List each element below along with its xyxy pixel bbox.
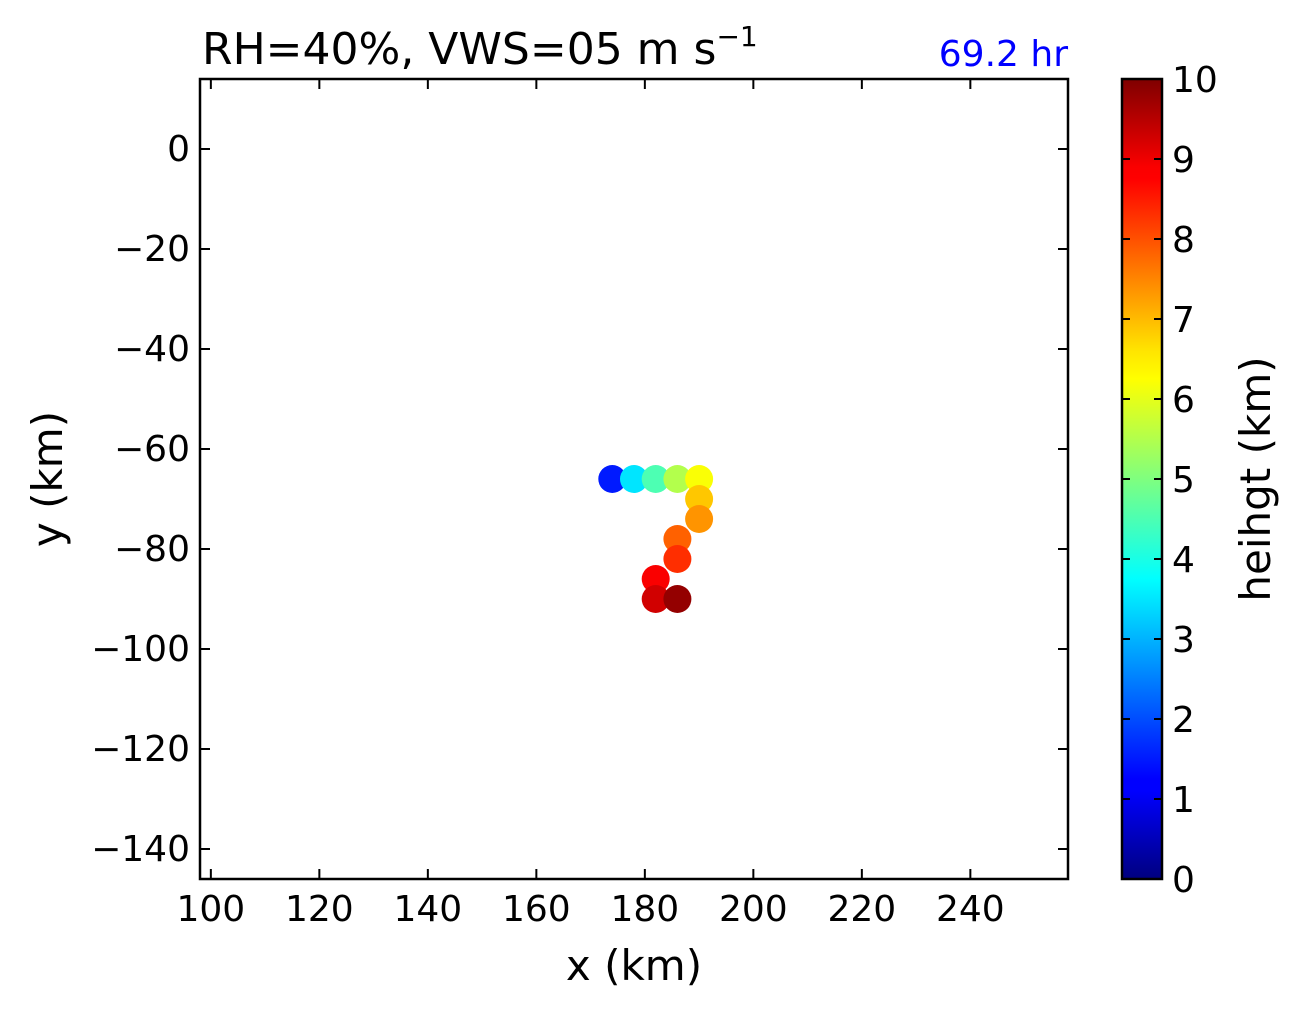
colorbar-label: heihgt (km) <box>1231 356 1280 601</box>
colorbar-tick-label: 8 <box>1172 220 1195 261</box>
time-label: 69.2 hr <box>939 34 1068 75</box>
x-tick-label: 180 <box>610 889 679 930</box>
scatter-point <box>685 505 714 533</box>
scatter-point <box>663 585 692 613</box>
y-tick-label: −100 <box>91 629 190 670</box>
y-tick-label: 0 <box>167 129 190 170</box>
y-tick-label: −140 <box>91 829 190 870</box>
scatter-point <box>641 465 670 493</box>
colorbar-tick-label: 0 <box>1172 860 1195 901</box>
y-tick-label: −120 <box>91 729 190 770</box>
scatter-points <box>598 465 714 613</box>
scatter-point <box>641 585 670 613</box>
y-tick-label: −20 <box>114 229 190 270</box>
x-tick-label: 220 <box>827 889 896 930</box>
colorbar-tick-label: 6 <box>1172 380 1195 421</box>
colorbar-tick-label: 1 <box>1172 780 1195 821</box>
scatter-point <box>598 465 627 493</box>
x-tick-label: 140 <box>393 889 462 930</box>
axis-tick-labels: 100 120 140 160 180 200 220 240 0 −20 −40 −60 −80 −10… <box>91 129 1005 930</box>
scatter-point <box>663 465 692 493</box>
x-tick-label: 240 <box>936 889 1005 930</box>
chart-title-main: RH=40%, VWS=05 m s <box>202 24 716 75</box>
chart-title-exponent: −1 <box>716 20 757 53</box>
x-tick-label: 100 <box>176 889 245 930</box>
colorbar-tick-label: 3 <box>1172 620 1195 661</box>
colorbar-tick-label: 7 <box>1172 300 1195 341</box>
scatter-point <box>663 545 692 573</box>
x-axis-label: x (km) <box>566 941 702 990</box>
scatter-point <box>685 485 714 513</box>
scatter-point <box>663 525 692 553</box>
x-tick-label: 200 <box>719 889 788 930</box>
colorbar-ticks: 0 1 2 3 4 5 6 7 8 9 10 <box>1122 60 1218 901</box>
colorbar-tick-label: 2 <box>1172 700 1195 741</box>
colorbar-tick-label: 10 <box>1172 60 1218 101</box>
x-tick-label: 120 <box>285 889 354 930</box>
y-tick-label: −60 <box>114 429 190 470</box>
colorbar-tick-label: 9 <box>1172 140 1195 181</box>
colorbar-tick-label: 4 <box>1172 540 1195 581</box>
chart-title: RH=40%, VWS=05 m s−1 <box>202 20 758 75</box>
y-axis-label: y (km) <box>23 411 72 547</box>
scatter-point <box>641 565 670 593</box>
colorbar-tick-label: 5 <box>1172 460 1195 501</box>
scatter-point <box>685 465 714 493</box>
y-tick-label: −40 <box>114 329 190 370</box>
scatter-point <box>620 465 648 493</box>
x-tick-label: 160 <box>502 889 571 930</box>
y-tick-label: −80 <box>114 529 190 570</box>
axis-ticks <box>200 79 1068 879</box>
